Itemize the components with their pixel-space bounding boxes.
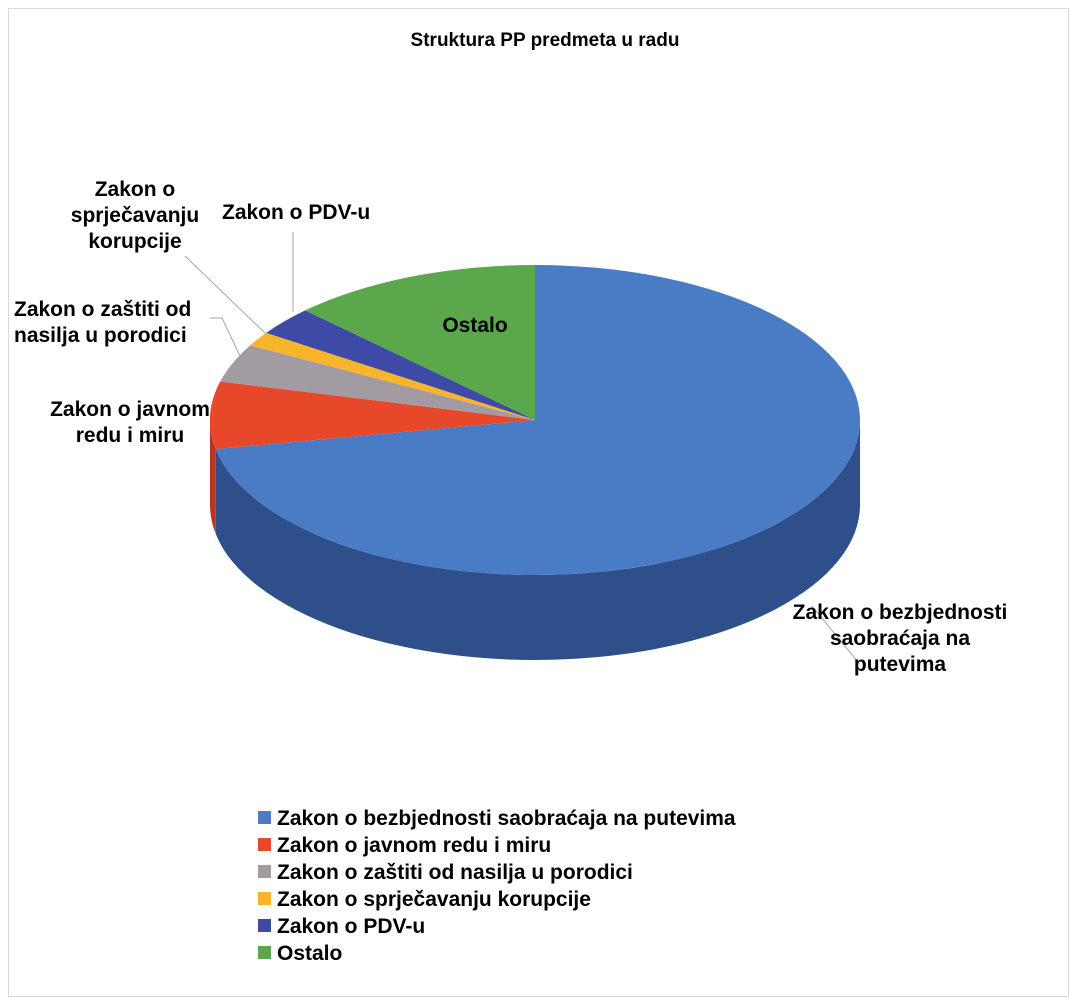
pie-slice xyxy=(250,332,536,420)
leader-line xyxy=(210,317,241,357)
leader-line xyxy=(811,605,859,663)
data-label: Zakon o javnom redu i miru xyxy=(50,398,210,447)
legend-swatch xyxy=(258,865,271,878)
legend-item: Zakon o zaštiti od nasilja u porodici xyxy=(258,860,633,886)
legend-label: Zakon o zaštiti od nasilja u porodici xyxy=(277,861,633,884)
data-label: Zakon o zaštiti od nasilja u porodici xyxy=(14,298,192,347)
pie xyxy=(210,265,860,661)
pie-slice xyxy=(305,265,535,420)
chart-border xyxy=(8,8,1069,997)
legend-swatch xyxy=(258,892,271,905)
legend-swatch xyxy=(258,811,271,824)
legend-swatch xyxy=(258,919,271,932)
pie-side xyxy=(210,420,216,535)
legend-item: Zakon o sprječavanju korupcije xyxy=(258,887,591,913)
legend-label: Ostalo xyxy=(277,942,343,965)
pie-slice xyxy=(220,345,535,420)
data-label: Zakon o PDV-u xyxy=(222,201,371,224)
pie-slice xyxy=(215,265,860,575)
data-label: Zakon o sprječavanju korupcije xyxy=(70,178,200,253)
legend-swatch xyxy=(258,838,271,851)
legend-swatch xyxy=(258,946,271,959)
legend-label: Zakon o bezbjednosti saobraćaja na putev… xyxy=(277,807,736,830)
data-label: Zakon o bezbjednosti saobraćaja na putev… xyxy=(792,601,1008,676)
legend-item: Zakon o bezbjednosti saobraćaja na putev… xyxy=(258,806,736,832)
pie-slice xyxy=(266,310,535,420)
chart-title: Struktura PP predmeta u radu xyxy=(411,30,680,51)
legend-item: Ostalo xyxy=(258,941,342,967)
pie-side xyxy=(215,420,860,661)
legend-item: Zakon o javnom redu i miru xyxy=(258,833,551,859)
legend-label: Zakon o sprječavanju korupcije xyxy=(277,888,591,911)
legend-label: Zakon o javnom redu i miru xyxy=(277,834,552,857)
data-label: Ostalo xyxy=(442,314,508,337)
leader-line xyxy=(184,255,267,335)
legend-label: Zakon o PDV-u xyxy=(277,915,426,938)
legend-item: Zakon o PDV-u xyxy=(258,914,425,940)
pie-slice xyxy=(210,381,535,450)
